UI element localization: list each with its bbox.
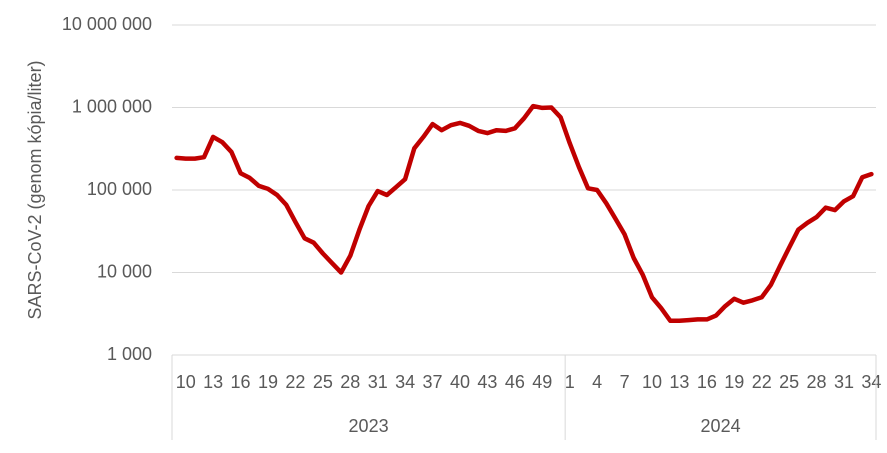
x-tick-label: 10 [642,372,662,392]
x-tick-label: 28 [807,372,827,392]
x-tick-label: 13 [669,372,689,392]
group-label: 2024 [701,416,741,436]
x-tick-label: 10 [176,372,196,392]
x-tick-label: 1 [565,372,575,392]
x-tick-label: 46 [505,372,525,392]
y-axis-title: SARS-CoV-2 (genom kópia/liter) [25,60,45,319]
x-tick-label: 16 [231,372,251,392]
x-tick-label: 31 [834,372,854,392]
x-tick-label: 19 [258,372,278,392]
x-tick-label: 49 [532,372,552,392]
x-tick-label: 7 [620,372,630,392]
x-tick-label: 13 [203,372,223,392]
x-tick-label: 37 [423,372,443,392]
x-tick-label: 22 [752,372,772,392]
y-tick-label: 1 000 [107,344,152,364]
x-tick-label: 16 [697,372,717,392]
x-tick-label: 22 [285,372,305,392]
x-tick-label: 19 [724,372,744,392]
y-tick-label: 10 000 [97,261,152,281]
y-tick-label: 1 000 000 [72,96,152,116]
x-tick-label: 34 [395,372,415,392]
x-tick-label: 28 [340,372,360,392]
x-tick-label: 25 [779,372,799,392]
x-tick-label: 31 [368,372,388,392]
y-tick-label: 100 000 [87,179,152,199]
group-label: 2023 [349,416,389,436]
x-tick-label: 25 [313,372,333,392]
x-tick-label: 4 [592,372,602,392]
x-tick-label: 40 [450,372,470,392]
data-line [174,103,874,324]
x-tick-label: 34 [861,372,881,392]
x-tick-label: 43 [477,372,497,392]
y-tick-label: 10 000 000 [62,14,152,34]
